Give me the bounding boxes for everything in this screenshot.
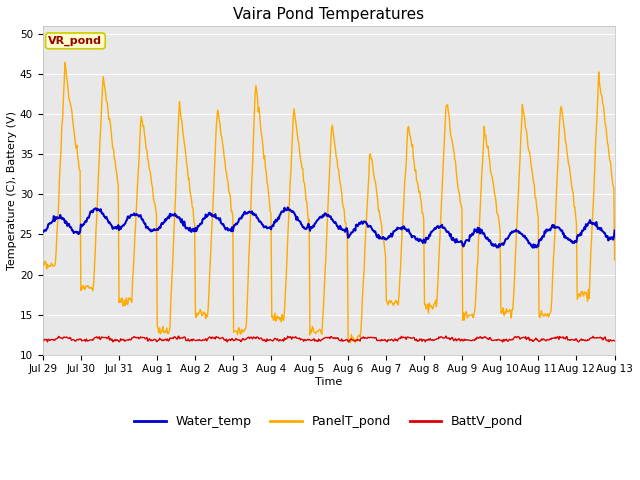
Water_temp xyxy=(529,245,536,251)
PanelT_pond xyxy=(611,257,618,263)
Water_temp xyxy=(39,229,47,235)
BattV_pond xyxy=(39,338,47,344)
PanelT_pond xyxy=(400,199,408,205)
PanelT_pond xyxy=(345,340,353,346)
X-axis label: Time: Time xyxy=(315,377,342,387)
Text: VR_pond: VR_pond xyxy=(49,36,102,46)
Water_temp xyxy=(284,204,292,210)
Water_temp xyxy=(611,228,618,233)
Line: Water_temp: Water_temp xyxy=(43,207,614,248)
BattV_pond xyxy=(166,335,174,341)
BattV_pond xyxy=(499,339,506,345)
BattV_pond xyxy=(399,334,407,340)
BattV_pond xyxy=(175,333,182,339)
BattV_pond xyxy=(49,336,57,342)
Water_temp xyxy=(399,226,407,231)
Water_temp xyxy=(166,211,174,216)
PanelT_pond xyxy=(49,264,57,269)
Title: Vaira Pond Temperatures: Vaira Pond Temperatures xyxy=(233,7,424,22)
PanelT_pond xyxy=(417,195,424,201)
BattV_pond xyxy=(416,336,424,342)
PanelT_pond xyxy=(167,300,175,306)
Water_temp xyxy=(49,218,57,224)
Line: PanelT_pond: PanelT_pond xyxy=(43,62,614,343)
Water_temp xyxy=(108,223,116,229)
PanelT_pond xyxy=(109,145,116,151)
PanelT_pond xyxy=(39,259,47,265)
Water_temp xyxy=(196,221,204,227)
Legend: Water_temp, PanelT_pond, BattV_pond: Water_temp, PanelT_pond, BattV_pond xyxy=(129,410,528,433)
Line: BattV_pond: BattV_pond xyxy=(43,336,614,342)
Y-axis label: Temperature (C), Battery (V): Temperature (C), Battery (V) xyxy=(7,111,17,270)
PanelT_pond xyxy=(197,309,205,314)
BattV_pond xyxy=(108,336,116,342)
BattV_pond xyxy=(611,338,618,344)
Water_temp xyxy=(416,236,424,242)
BattV_pond xyxy=(197,337,205,343)
PanelT_pond xyxy=(61,60,69,65)
